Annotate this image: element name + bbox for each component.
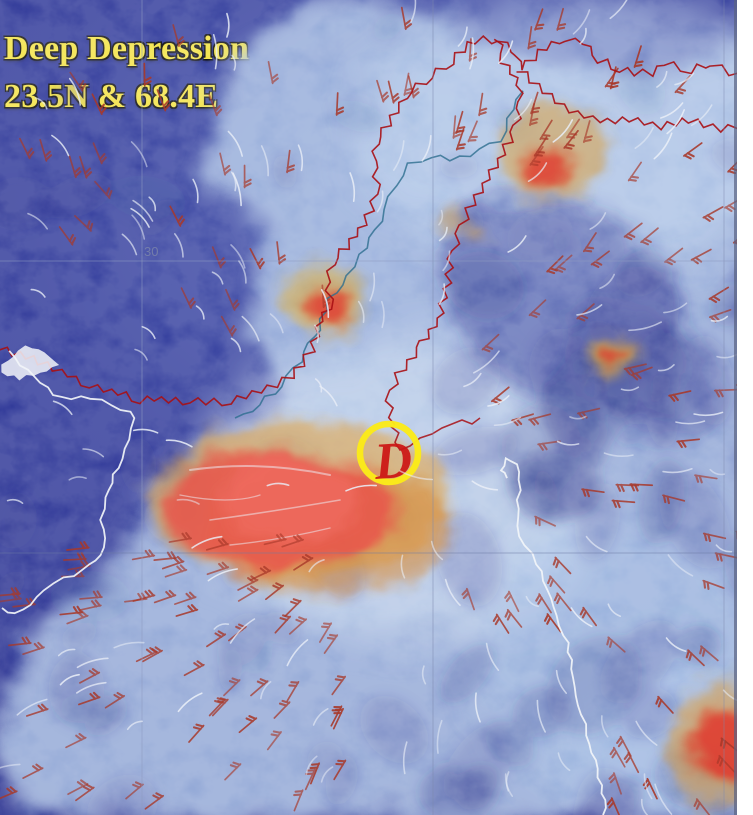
svg-text:30: 30 <box>144 244 158 259</box>
svg-text:D: D <box>372 431 414 491</box>
